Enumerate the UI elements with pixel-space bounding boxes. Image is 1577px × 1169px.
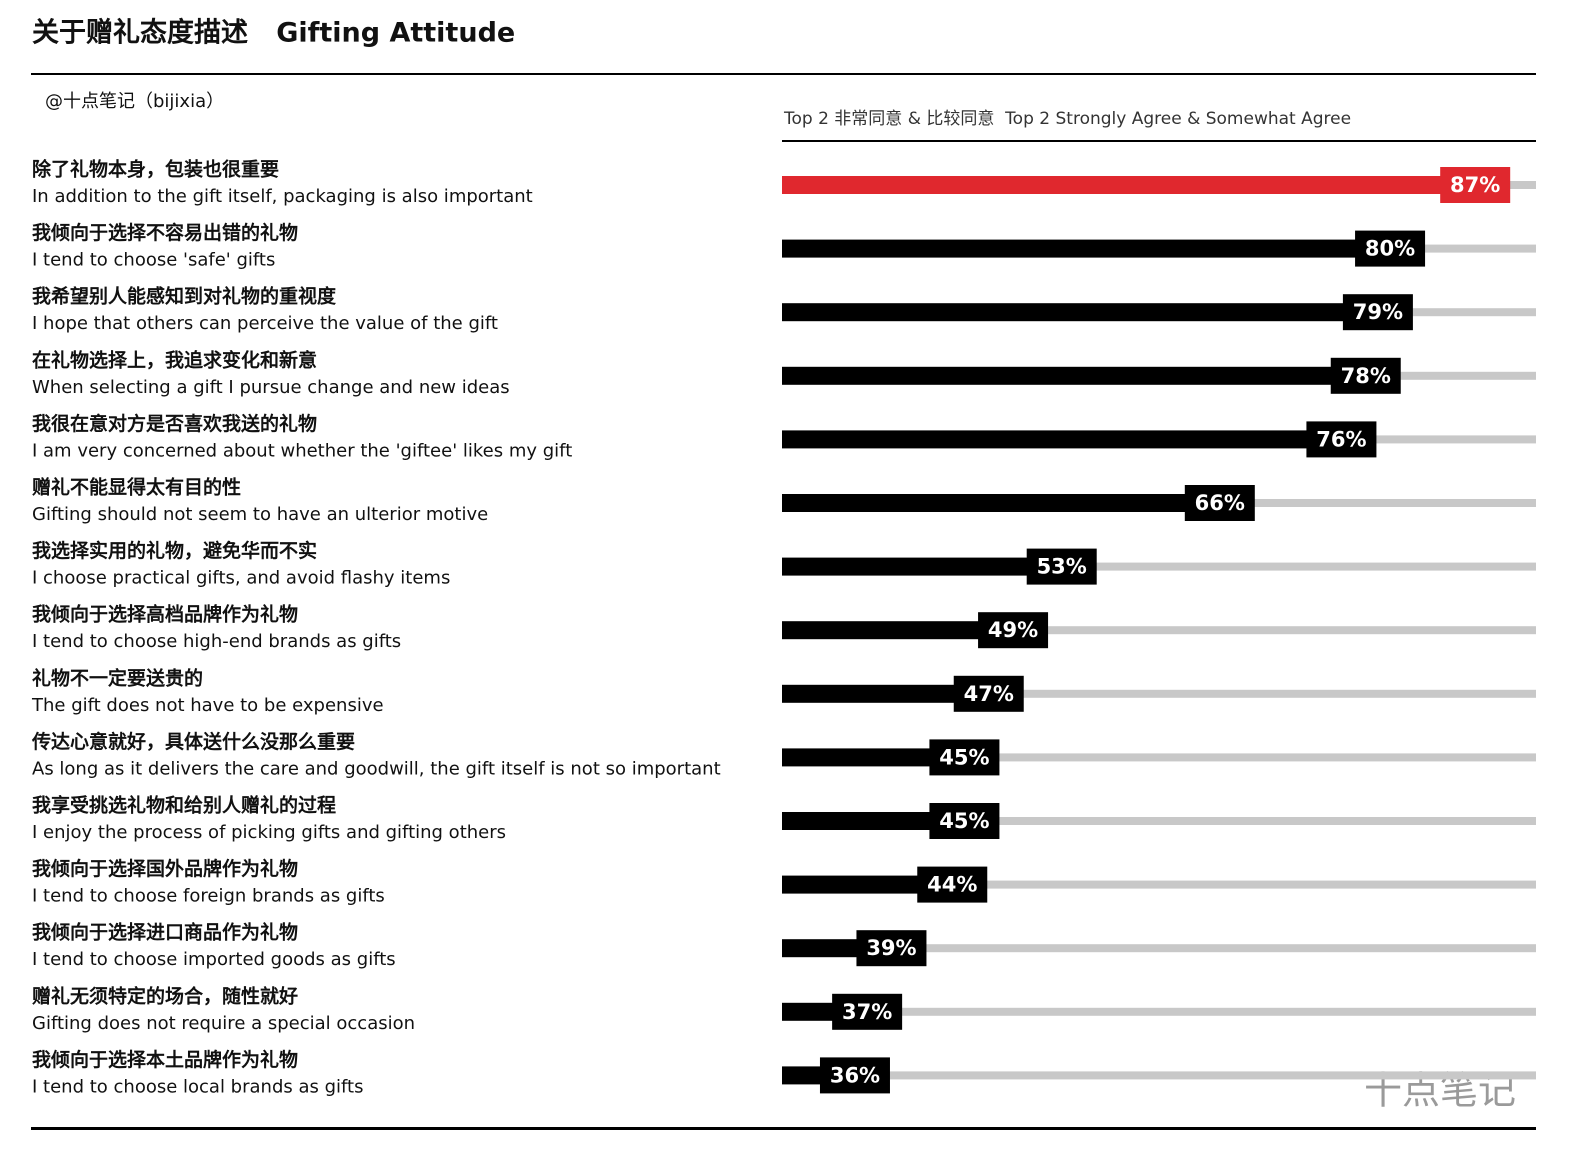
label-box	[978, 612, 1049, 649]
bar-track	[782, 1071, 1536, 1080]
bar	[782, 430, 1342, 449]
value-label: 39%	[866, 936, 916, 960]
category-translation: As long as it delivers the care and good…	[32, 758, 721, 779]
category-label: 在礼物选择上，我追求变化和新意	[32, 348, 317, 371]
bar	[782, 812, 965, 830]
bar-track	[782, 880, 1536, 889]
category-label: 我选择实用的礼物，避免华而不实	[32, 539, 317, 562]
bar-track	[782, 1007, 1536, 1016]
category-translation: I am very concerned about whether the 'g…	[32, 440, 572, 461]
category-translation: The gift does not have to be expensive	[31, 695, 384, 716]
value-label: 53%	[1037, 555, 1087, 579]
value-label: 45%	[939, 745, 989, 769]
bottom-rule	[31, 1127, 1536, 1130]
value-label: 87%	[1450, 173, 1500, 197]
label-box	[929, 803, 1000, 839]
category-translation: I tend to choose high-end brands as gift…	[32, 631, 401, 652]
category-label: 赠礼不能显得太有目的性	[32, 476, 241, 499]
label-box	[1306, 421, 1377, 458]
bar	[782, 494, 1220, 512]
axis-rule	[782, 140, 1536, 142]
label-box	[856, 930, 927, 967]
category-translation: Gifting does not require a special occas…	[32, 1013, 415, 1034]
value-label: 66%	[1195, 491, 1245, 515]
bar-track	[782, 944, 1536, 953]
category-label: 我享受挑选礼物和给别人赠礼的过程	[32, 794, 336, 817]
label-box	[1355, 230, 1426, 267]
bar	[782, 366, 1366, 385]
category-label: 我倾向于选择进口商品作为礼物	[32, 921, 298, 944]
bar	[782, 684, 989, 703]
bar	[782, 748, 965, 767]
category-label: 传达心意就好，具体送什么没那么重要	[31, 730, 355, 753]
category-label: 赠礼无须特定的场合，随性就好	[32, 984, 298, 1007]
bar	[782, 557, 1062, 576]
label-box	[929, 739, 1000, 776]
category-translation: I tend to choose local brands as gifts	[32, 1076, 363, 1097]
category-translation: When selecting a gift I pursue change an…	[32, 377, 510, 398]
category-label: 礼物不一定要送贵的	[32, 666, 203, 689]
bar	[782, 176, 1476, 194]
category-label: 我希望别人能感知到对礼物的重视度	[32, 285, 337, 308]
value-label: 78%	[1341, 364, 1391, 388]
label-box	[1440, 167, 1511, 203]
category-label: 我倾向于选择本土品牌作为礼物	[32, 1048, 298, 1071]
category-translation: In addition to the gift itself, packagin…	[32, 186, 533, 207]
label-box	[819, 1057, 890, 1094]
category-label: 我很在意对方是否喜欢我送的礼物	[32, 412, 317, 435]
value-label: 49%	[988, 618, 1038, 642]
value-label: 45%	[939, 809, 989, 833]
top-rule	[31, 73, 1536, 75]
source: @十点笔记（bijixia）	[45, 91, 224, 112]
category-label: 我倾向于选择国外品牌作为礼物	[32, 857, 298, 880]
category-translation: I tend to choose 'safe' gifts	[32, 250, 275, 271]
category-translation: I choose practical gifts, and avoid flas…	[32, 568, 450, 589]
category-label: 我倾向于选择高档品牌作为礼物	[32, 603, 298, 626]
bar-track	[782, 562, 1536, 571]
value-label: 76%	[1316, 427, 1366, 451]
label-box	[1184, 485, 1255, 521]
label-box	[1330, 357, 1401, 394]
bar	[782, 875, 953, 894]
category-translation: Gifting should not seem to have an ulter…	[32, 504, 488, 525]
label-box	[1342, 294, 1413, 331]
value-label: 36%	[830, 1063, 880, 1087]
value-label: 37%	[842, 1000, 892, 1024]
value-label: 80%	[1365, 237, 1415, 261]
value-label: 44%	[927, 873, 977, 897]
value-label: 79%	[1353, 300, 1403, 324]
bar-track	[782, 689, 1536, 698]
label-box	[1026, 548, 1097, 585]
category-translation: I tend to choose foreign brands as gifts	[32, 886, 385, 907]
label-box	[953, 675, 1024, 712]
category-label: 我倾向于选择不容易出错的礼物	[32, 221, 298, 244]
bar	[782, 239, 1391, 258]
label-box	[917, 866, 988, 903]
category-translation: I tend to choose imported goods as gifts	[32, 949, 396, 970]
chart-title: 关于赠礼态度描述 Gifting Attitude	[32, 17, 515, 49]
axis-label: Top 2 非常同意 & 比较同意 Top 2 Strongly Agree &…	[783, 109, 1351, 129]
bar-track	[782, 817, 1536, 825]
bar	[782, 303, 1378, 322]
bar-track	[782, 753, 1536, 762]
category-translation: I enjoy the process of picking gifts and…	[32, 822, 506, 843]
category-label: 除了礼物本身，包装也很重要	[32, 158, 279, 181]
bar-track	[782, 626, 1536, 635]
label-box	[832, 993, 903, 1030]
category-translation: I hope that others can perceive the valu…	[32, 313, 498, 334]
value-label: 47%	[964, 682, 1014, 706]
bar	[782, 621, 1014, 640]
